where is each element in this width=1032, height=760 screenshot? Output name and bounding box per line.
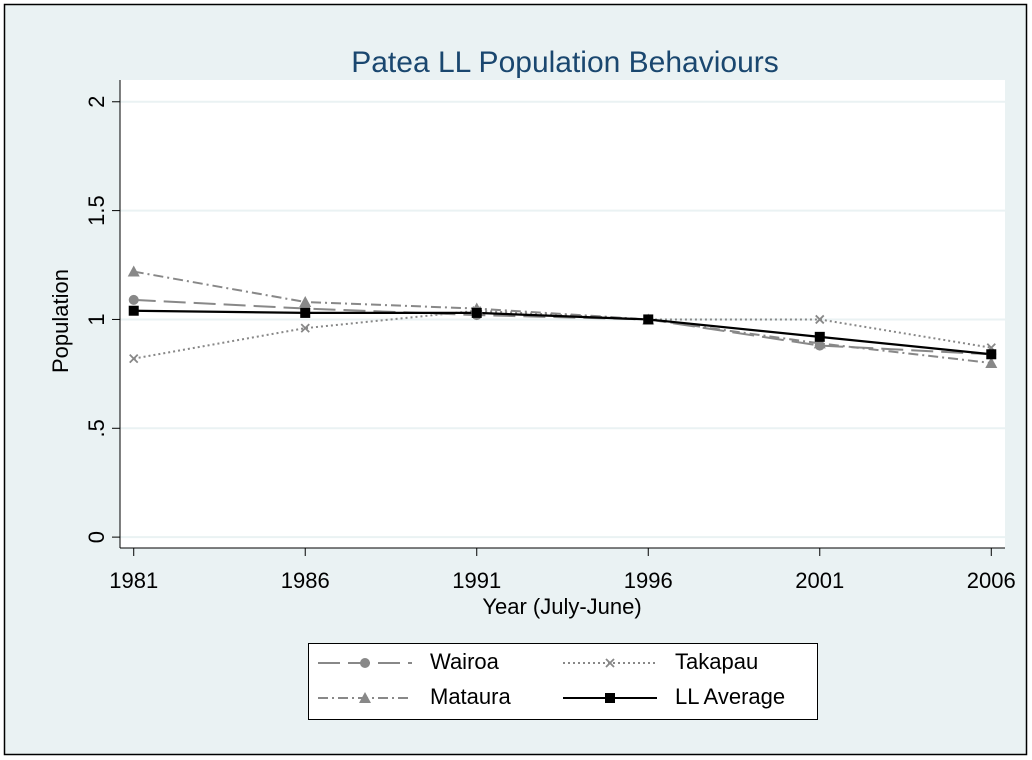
- legend-marker: [605, 693, 615, 703]
- y-tick-label: 2: [84, 96, 109, 108]
- data-point: [815, 314, 825, 325]
- series-line: [133, 309, 992, 356]
- data-point: [128, 305, 139, 316]
- series-line: [133, 270, 992, 364]
- data-point: [643, 314, 654, 325]
- series-line: [133, 309, 992, 360]
- data-point: [813, 337, 826, 349]
- data-point: [300, 307, 311, 318]
- data-point: [814, 331, 825, 342]
- y-axis-title: Population: [48, 269, 73, 373]
- legend-marker: [360, 658, 370, 668]
- x-tick-label: 1986: [281, 568, 330, 593]
- data-point: [299, 296, 312, 308]
- y-tick-label: .5: [84, 419, 109, 437]
- data-point: [985, 356, 998, 368]
- data-point: [127, 265, 140, 277]
- legend-box: [308, 643, 818, 720]
- x-tick-label: 1991: [452, 568, 501, 593]
- x-tick-label: 2006: [967, 568, 1016, 593]
- x-tick-label: 2001: [795, 568, 844, 593]
- chart-title: Patea LL Population Behaviours: [351, 46, 779, 79]
- data-point: [986, 349, 997, 360]
- data-point: [471, 307, 482, 318]
- y-tick-label: 1: [84, 313, 109, 325]
- data-point: [128, 294, 139, 305]
- y-tick-label: 1.5: [84, 195, 109, 226]
- data-point: [129, 353, 139, 364]
- data-point: [300, 323, 310, 333]
- legend-label: Wairoa: [430, 649, 500, 674]
- legend-label: LL Average: [675, 684, 785, 709]
- legend-marker: [605, 658, 615, 668]
- x-tick-label: 1981: [109, 568, 158, 593]
- legend-label: Takapau: [675, 649, 758, 674]
- legend-label: Mataura: [430, 684, 511, 709]
- x-tick-label: 1996: [624, 568, 673, 593]
- plot-area: [120, 80, 1005, 548]
- x-axis-title: Year (July-June): [482, 594, 641, 619]
- legend-marker: [359, 692, 371, 703]
- y-tick-label: 0: [84, 531, 109, 543]
